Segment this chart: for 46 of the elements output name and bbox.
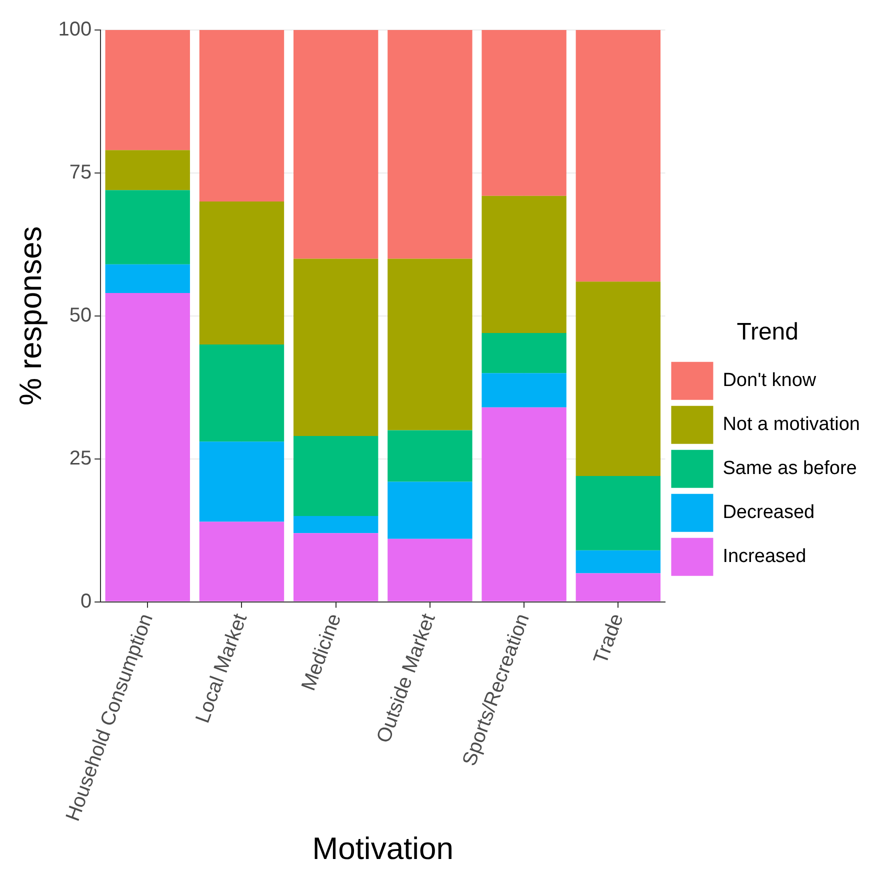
bar [293,30,378,259]
y-tick-label: 100 [58,18,92,41]
x-tick-label: Local Market [192,610,252,726]
bar [576,476,661,550]
bar [482,30,566,196]
bar [388,30,472,259]
y-tick-label: 0 [80,590,92,612]
legend-title: Trend [736,318,799,346]
bar [105,190,190,264]
x-tick-label: Outside Market [372,610,440,746]
bar [105,150,190,190]
bar [199,442,284,522]
bar [199,202,284,344]
x-axis-title: Motivation [312,830,454,866]
bar [199,344,284,442]
x-tick-label: Trade [590,610,628,667]
bar [388,482,472,539]
legend-label: Increased [722,546,806,568]
bar [482,407,566,602]
bar [388,538,472,602]
legend-label: Not a motivation [722,414,860,436]
bar [293,533,378,602]
bar [388,430,472,482]
bar [482,196,566,334]
bar [105,30,190,150]
y-tick-label: 75 [69,161,92,184]
y-axis-title: % responses [13,226,48,406]
bar [576,282,661,476]
bar [576,550,661,574]
bar [482,373,566,408]
bar [293,436,378,516]
bar [482,333,566,374]
y-tick-label: 50 [69,304,92,326]
bar [388,258,472,430]
bar [199,30,284,202]
legend-label: Same as before [722,458,857,480]
bar [105,264,190,294]
y-tick-label: 25 [69,447,92,470]
legend-label: Decreased [722,502,815,524]
bar [576,30,661,282]
bar [105,293,190,602]
bar [293,258,378,436]
legend-label: Don't know [722,370,816,392]
bar [293,516,378,534]
bar [576,573,661,602]
bar [199,522,284,602]
